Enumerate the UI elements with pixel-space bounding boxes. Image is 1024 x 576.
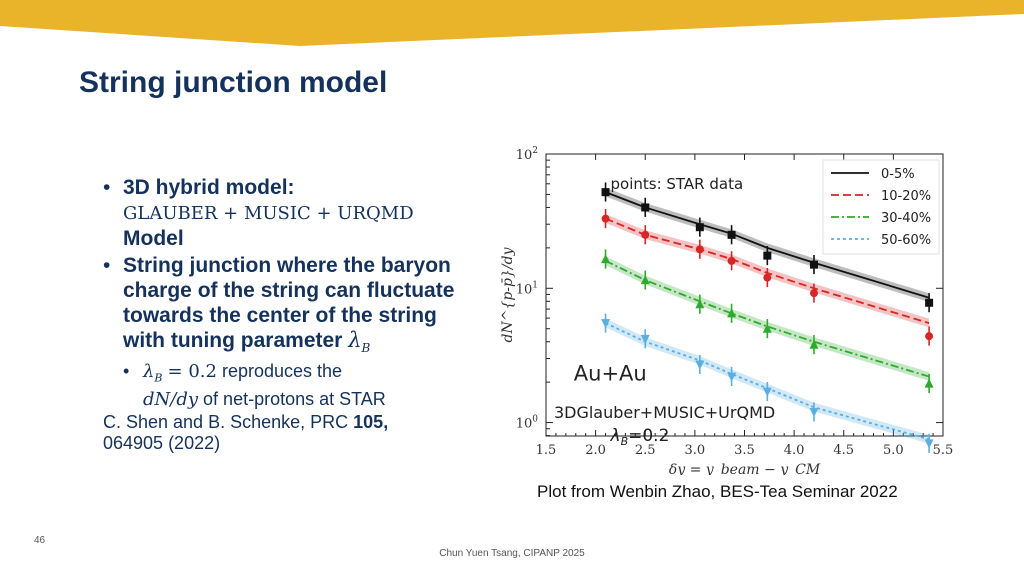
page-title: String junction model bbox=[79, 66, 388, 99]
data-point bbox=[763, 273, 772, 282]
x-tick-label: 2.5 bbox=[635, 443, 656, 458]
y-tick-label: 100 bbox=[516, 415, 539, 432]
data-point bbox=[727, 308, 737, 318]
x-tick-label: 4.0 bbox=[784, 443, 805, 458]
data-point bbox=[809, 339, 819, 349]
bullet-string-junction: • String junction where the baryon charg… bbox=[103, 253, 473, 361]
legend-label: 10-20% bbox=[881, 189, 931, 204]
sub-bullet-lambda: • λB = 0.2 reproduces the dN/dy of net-p… bbox=[103, 361, 473, 410]
y-tick-exp: 1 bbox=[532, 280, 538, 290]
bullet2-lambda: λ bbox=[348, 328, 362, 352]
footer-text: Chun Yuen Tsang, CIPANP 2025 bbox=[439, 548, 585, 559]
x-tick-label: 3.5 bbox=[734, 443, 755, 458]
bullet2-lambda-sub: B bbox=[361, 341, 371, 356]
lambda-symbol: λ bbox=[610, 426, 621, 446]
data-point bbox=[727, 230, 736, 239]
annotation-system: Au+Au bbox=[574, 362, 647, 386]
sub-lambda-sub: B bbox=[154, 371, 163, 385]
data-point bbox=[641, 203, 650, 212]
bullet-dot: • bbox=[103, 254, 111, 277]
reference: C. Shen and B. Schenke, PRC 105, 064905 … bbox=[103, 412, 473, 454]
reference-number: 064905 (2022) bbox=[103, 432, 221, 453]
data-point bbox=[924, 378, 934, 388]
legend-label: 50-60% bbox=[881, 233, 931, 248]
data-point bbox=[809, 289, 818, 298]
legend-label: 30-40% bbox=[881, 211, 931, 226]
data-point bbox=[695, 245, 704, 254]
annotation-points: points: STAR data bbox=[611, 175, 744, 193]
y-tick-label: 101 bbox=[516, 280, 538, 297]
data-point bbox=[727, 372, 737, 382]
x-tick-label: 5.0 bbox=[883, 443, 904, 458]
data-point bbox=[695, 360, 705, 370]
y-axis-label: dN^{p-p̄}/dy bbox=[500, 246, 516, 342]
data-point bbox=[601, 319, 611, 329]
data-point bbox=[695, 299, 705, 309]
data-point bbox=[763, 251, 772, 260]
sub-text1: reproduces the bbox=[221, 361, 343, 382]
data-point bbox=[809, 260, 818, 269]
x-tick-label: 1.5 bbox=[536, 443, 557, 458]
sub-text2: of net-protons at STAR bbox=[203, 388, 386, 409]
sub-bullet-dot: • bbox=[123, 361, 130, 382]
legend-box bbox=[822, 159, 940, 255]
sub-math2: dN/dy bbox=[143, 388, 199, 410]
model-band-50-60% bbox=[605, 318, 930, 444]
sub-eq: = 0.2 bbox=[167, 361, 217, 383]
data-point bbox=[762, 387, 772, 397]
data-point bbox=[925, 332, 934, 341]
bullet1-math: GLAUBER + MUSIC + URQMD bbox=[123, 203, 414, 224]
lambda-value: =0.2 bbox=[628, 426, 669, 446]
page-number: 46 bbox=[34, 535, 46, 546]
data-point bbox=[601, 214, 610, 223]
top-banner bbox=[0, 0, 1024, 46]
y-tick-base: 10 bbox=[516, 417, 533, 432]
x-tick-label: 5.5 bbox=[933, 443, 954, 458]
annotation-lambda: λB=0.2 bbox=[610, 426, 670, 448]
data-point bbox=[924, 439, 934, 449]
y-tick-base: 10 bbox=[516, 282, 533, 297]
data-point bbox=[695, 223, 704, 232]
data-point bbox=[727, 256, 736, 265]
data-point bbox=[640, 334, 650, 344]
x-tick-label: 4.5 bbox=[833, 443, 854, 458]
data-point bbox=[925, 298, 934, 307]
bullet-list: • 3D hybrid model: GLAUBER + MUSIC + URQ… bbox=[103, 175, 473, 454]
sub-lambda: λ bbox=[143, 361, 155, 383]
y-tick-exp: 0 bbox=[532, 415, 538, 425]
reference-volume: 105, bbox=[353, 411, 389, 432]
x-tick-label: 2.0 bbox=[585, 443, 606, 458]
data-point bbox=[762, 323, 772, 333]
annotation-model: 3DGlauber+MUSIC+UrQMD bbox=[554, 403, 775, 422]
data-point bbox=[809, 407, 819, 417]
data-point bbox=[641, 230, 650, 239]
legend-label: 0-5% bbox=[881, 167, 915, 182]
data-point bbox=[601, 188, 610, 197]
bullet-dot: • bbox=[103, 176, 111, 199]
x-tick-label: 3.0 bbox=[685, 443, 706, 458]
reference-authors: C. Shen and B. Schenke, PRC bbox=[103, 411, 349, 432]
data-point bbox=[640, 275, 650, 285]
y-tick-label: 102 bbox=[516, 146, 538, 163]
bullet1-label: 3D hybrid model: bbox=[123, 176, 295, 199]
y-tick-base: 10 bbox=[516, 148, 533, 163]
bullet-hybrid-model: • 3D hybrid model: GLAUBER + MUSIC + URQ… bbox=[103, 175, 473, 251]
plot-caption: Plot from Wenbin Zhao, BES-Tea Seminar 2… bbox=[537, 482, 898, 501]
data-point bbox=[601, 254, 611, 264]
bullet1-tail: Model bbox=[123, 227, 184, 250]
lambda-sub: B bbox=[621, 435, 629, 448]
x-axis-label: δy = y_beam − y_CM bbox=[669, 462, 821, 475]
model-band-30-40% bbox=[605, 256, 930, 381]
bullet2-text: String junction where the baryon charge … bbox=[123, 254, 455, 352]
y-tick-exp: 2 bbox=[532, 146, 538, 156]
